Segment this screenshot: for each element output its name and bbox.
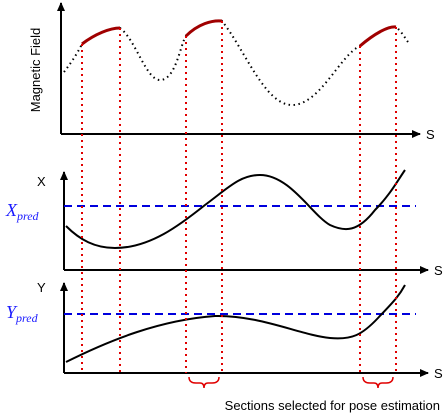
magnetic-x-label: S xyxy=(426,127,435,142)
magnetic-highlight-section-3 xyxy=(359,25,397,48)
magnetic-highlight-section-1 xyxy=(81,26,121,46)
y-panel-x-label: S xyxy=(434,366,443,381)
y-panel: Y S Ypred xyxy=(6,280,443,381)
x-pred-label: Xpred xyxy=(5,200,40,223)
x-panel-y-label: X xyxy=(37,174,46,189)
magnetic-y-label: Magnetic Field xyxy=(28,28,43,113)
magnetic-field-panel: Magnetic Field S xyxy=(28,2,435,142)
section-lines xyxy=(81,21,397,373)
section-brace-1 xyxy=(188,376,220,389)
y-pred-label: Ypred xyxy=(6,302,39,325)
x-curve xyxy=(65,169,406,250)
y-curve xyxy=(65,284,406,363)
figure-caption: Sections selected for pose estimation xyxy=(225,398,440,413)
x-panel: X S Xpred xyxy=(5,169,443,278)
magnetic-field-curve xyxy=(63,19,409,107)
section-brace-2 xyxy=(362,376,394,389)
y-panel-y-label: Y xyxy=(37,280,46,295)
x-panel-x-label: S xyxy=(434,263,443,278)
magnetic-highlight-section-2 xyxy=(184,19,223,38)
